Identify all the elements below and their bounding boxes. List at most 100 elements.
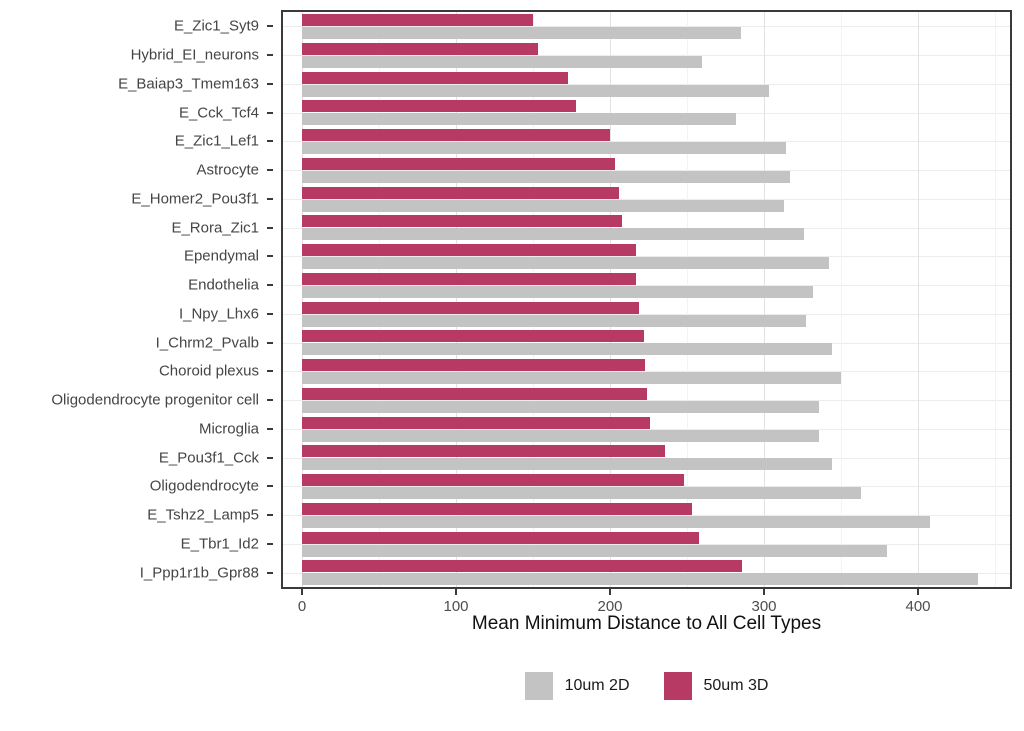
y-axis-tick: [267, 399, 273, 402]
minor-gridline: [995, 12, 996, 587]
legend: 10um 2D 50um 3D: [281, 668, 1012, 704]
major-gridline: [456, 12, 457, 587]
bar-10um-2d: [302, 314, 806, 327]
bar-50um-3d: [302, 531, 700, 544]
x-axis-tick: [917, 589, 919, 595]
x-axis-title: Mean Minimum Distance to All Cell Types: [471, 613, 822, 634]
major-gridline: [610, 12, 611, 587]
legend-item-50um-3d: 50um 3D: [663, 672, 768, 700]
category-gridline: [283, 112, 1010, 114]
minor-gridline: [533, 12, 534, 587]
category-gridline: [283, 400, 1010, 402]
bar-10um-2d: [302, 55, 703, 68]
bar-50um-3d: [302, 445, 666, 458]
bar-50um-3d: [302, 416, 651, 429]
bar-10um-2d: [302, 400, 820, 413]
y-axis-label: Endothelia: [188, 276, 259, 294]
legend-item-10um-2d: 10um 2D: [524, 672, 630, 700]
y-axis-label: Choroid plexus: [158, 362, 259, 380]
y-axis-tick: [267, 82, 273, 85]
category-gridline: [283, 371, 1010, 373]
bar-50um-3d: [302, 272, 637, 285]
major-gridline: [918, 12, 919, 587]
bar-50um-3d: [302, 129, 610, 142]
bar-50um-3d: [302, 71, 569, 84]
bar-10um-2d: [302, 228, 805, 241]
y-axis-tick: [267, 542, 273, 545]
bar-10um-2d: [302, 487, 862, 500]
y-axis-label: E_Rora_Zic1: [171, 219, 259, 237]
bar-50um-3d: [302, 474, 684, 487]
bar-50um-3d: [302, 215, 623, 228]
y-axis-label: Astrocyte: [196, 161, 259, 179]
y-axis-label: E_Tshz2_Lamp5: [147, 506, 259, 524]
y-axis-label: Microglia: [198, 420, 259, 438]
category-gridline: [283, 55, 1010, 57]
bar-10um-2d: [302, 113, 737, 126]
y-axis-tick: [267, 140, 273, 143]
y-axis-tick: [267, 226, 273, 229]
bar-50um-3d: [302, 359, 646, 372]
bar-50um-3d: [302, 42, 538, 55]
category-gridline: [283, 457, 1010, 459]
legend-key-50um-3d: [663, 672, 692, 700]
y-axis-tick: [267, 255, 273, 258]
bar-10um-2d: [302, 515, 931, 528]
category-gridline: [283, 342, 1010, 344]
y-axis-tick: [267, 312, 273, 315]
category-gridline: [283, 83, 1010, 85]
bar-50um-3d: [302, 387, 647, 400]
x-axis-tick: [455, 589, 457, 595]
y-axis-tick: [267, 284, 273, 287]
x-axis-tick-label: 200: [597, 598, 623, 615]
bar-50um-3d: [302, 330, 644, 343]
x-axis-tick-label: 0: [297, 598, 307, 615]
legend-key-10um-2d: [524, 672, 553, 700]
y-axis-label: Hybrid_EI_neurons: [130, 46, 259, 64]
y-axis-tick: [267, 197, 273, 200]
y-axis-tick: [267, 456, 273, 459]
bar-10um-2d: [302, 458, 832, 471]
y-axis-tick: [267, 169, 273, 172]
category-gridline: [283, 198, 1010, 200]
bar-50um-3d: [302, 560, 743, 573]
y-axis-tick: [267, 341, 273, 344]
x-axis: [281, 589, 1012, 597]
bar-10um-2d: [302, 84, 769, 97]
y-axis-label: Oligodendrocyte: [149, 477, 259, 495]
bar-50um-3d: [302, 14, 533, 27]
x-axis-tick-label: 300: [751, 598, 777, 615]
y-axis-label: I_Npy_Lhx6: [178, 305, 259, 323]
y-axis-label: Ependymal: [183, 247, 259, 265]
bar-50um-3d: [302, 244, 637, 257]
y-axis: E_Zic1_Syt9 Hybrid_EI_neurons E_Baiap3_Tme…: [0, 10, 281, 589]
y-axis-label: I_Ppp1r1b_Gpr88: [139, 564, 259, 582]
y-axis-tick: [267, 111, 273, 114]
y-axis-tick: [267, 25, 273, 28]
y-axis-tick: [267, 54, 273, 57]
category-gridline: [283, 486, 1010, 488]
bar-50um-3d: [302, 100, 577, 113]
legend-label-10um-2d: 10um 2D: [564, 677, 630, 694]
y-axis-label: E_Zic1_Lef1: [174, 132, 259, 150]
y-axis-label: I_Chrm2_Pvalb: [155, 334, 259, 352]
plot-panel: [281, 10, 1012, 589]
x-axis-tick: [301, 589, 303, 595]
bar-10um-2d: [302, 343, 832, 356]
bar-50um-3d: [302, 301, 640, 314]
bar-10um-2d: [302, 573, 979, 586]
category-gridline: [283, 227, 1010, 229]
y-axis-label: Oligodendrocyte progenitor cell: [51, 391, 259, 409]
category-gridline: [283, 285, 1010, 287]
bar-50um-3d: [302, 502, 692, 515]
bar-10um-2d: [302, 429, 820, 442]
x-axis-tick: [763, 589, 765, 595]
y-axis-label: E_Tbr1_Id2: [180, 535, 259, 553]
category-gridline: [283, 141, 1010, 143]
minor-gridline: [687, 12, 688, 587]
category-gridline: [283, 313, 1010, 315]
x-axis-tick-label: 100: [443, 598, 469, 615]
y-axis-tick: [267, 514, 273, 517]
bar-10um-2d: [302, 544, 888, 557]
